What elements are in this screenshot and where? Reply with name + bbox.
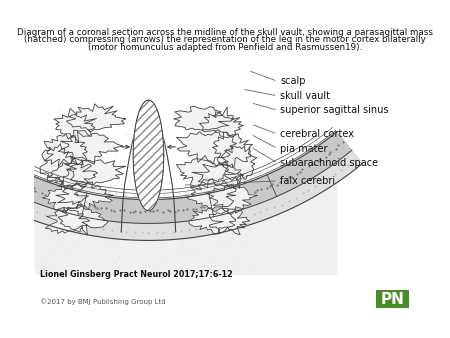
Polygon shape [192,163,243,188]
Polygon shape [189,208,235,234]
Polygon shape [199,107,243,138]
Polygon shape [0,132,352,223]
Polygon shape [209,209,249,235]
Polygon shape [56,182,113,210]
Polygon shape [42,183,89,212]
Polygon shape [133,100,164,211]
Text: (motor homunculus adapted from Penfield and Rasmussen19).: (motor homunculus adapted from Penfield … [88,43,362,52]
Text: Lionel Ginsberg Pract Neurol 2017;17:6-12: Lionel Ginsberg Pract Neurol 2017;17:6-1… [40,270,233,279]
Polygon shape [212,132,252,167]
Polygon shape [54,108,97,143]
Text: falx cerebri: falx cerebri [280,176,335,186]
FancyBboxPatch shape [376,290,409,309]
Polygon shape [176,159,236,186]
Polygon shape [45,207,89,234]
Text: pia mater: pia mater [280,144,328,153]
Text: skull vault: skull vault [280,91,330,101]
Polygon shape [0,150,363,240]
Polygon shape [174,106,234,130]
Polygon shape [65,160,126,185]
Polygon shape [219,146,257,189]
Text: ©2017 by BMJ Publishing Group Ltd: ©2017 by BMJ Publishing Group Ltd [40,298,166,305]
Text: cerebral cortex: cerebral cortex [280,129,354,139]
Polygon shape [0,132,337,274]
Text: superior sagittal sinus: superior sagittal sinus [280,105,389,115]
Polygon shape [186,179,236,209]
Polygon shape [44,134,87,167]
Polygon shape [58,130,123,164]
Polygon shape [47,158,98,187]
Polygon shape [206,185,257,214]
Text: PN: PN [381,292,405,307]
Polygon shape [58,205,108,235]
Polygon shape [40,144,77,184]
Text: Diagram of a coronal section across the midline of the skull vault, showing a pa: Diagram of a coronal section across the … [17,28,433,37]
Text: (hatched) compressing (arrows) the representation of the leg in the motor cortex: (hatched) compressing (arrows) the repre… [24,35,426,45]
Text: subarachnoid space: subarachnoid space [280,158,378,168]
Polygon shape [143,100,154,110]
Polygon shape [67,104,126,132]
Text: scalp: scalp [280,76,306,87]
Polygon shape [176,130,237,164]
